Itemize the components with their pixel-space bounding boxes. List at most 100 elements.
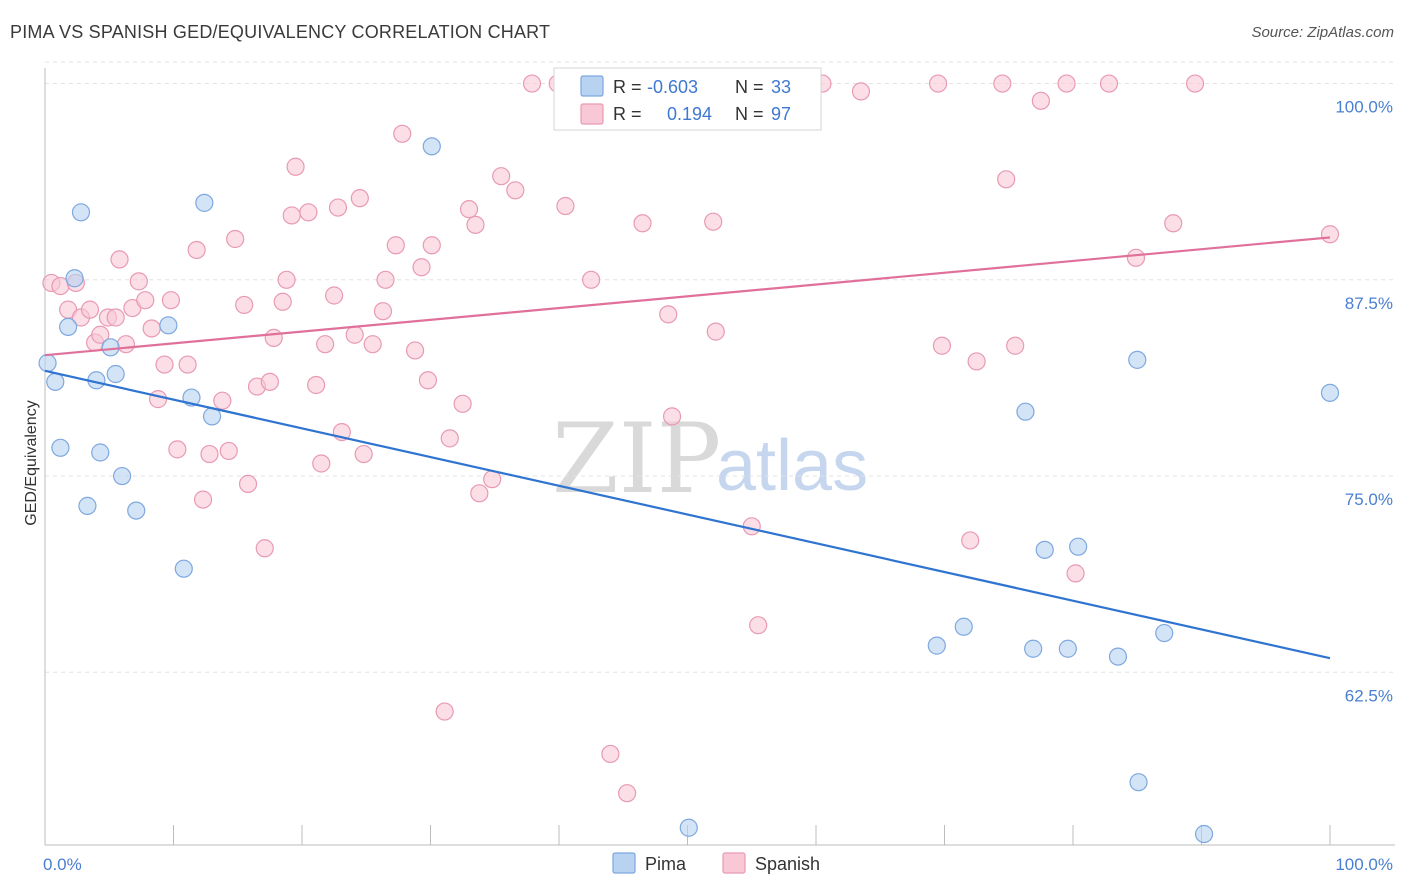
- series-pima: [38, 137, 1340, 844]
- y-axis-title: GED/Equivalency: [23, 400, 40, 525]
- spanish-point-84: [961, 531, 980, 550]
- spanish-point-9: [106, 308, 125, 327]
- spanish-point-49: [376, 270, 395, 289]
- spanish-point-36: [286, 157, 305, 176]
- series-spanish: [42, 74, 1340, 803]
- spanish-point-40: [316, 335, 335, 354]
- spanish-point-7: [91, 325, 110, 344]
- spanish-point-93: [1126, 248, 1146, 267]
- pima-point-0: [38, 353, 57, 373]
- spanish-point-60: [466, 215, 485, 234]
- spanish-point-94: [1164, 214, 1183, 233]
- spanish-point-20: [178, 355, 197, 374]
- legend-r-value-spanish: 0.194: [662, 104, 712, 124]
- pima-point-3: [59, 317, 78, 336]
- spanish-point-76: [706, 322, 725, 341]
- pima-point-18: [422, 137, 441, 156]
- spanish-point-64: [506, 181, 525, 200]
- watermark-atlas: atlas: [716, 426, 868, 506]
- spanish-point-28: [238, 474, 258, 493]
- pima-point-28: [1128, 350, 1147, 369]
- pima-point-16: [195, 193, 214, 212]
- pima-point-9: [101, 338, 120, 357]
- spanish-point-38: [307, 375, 326, 395]
- spanish-point-70: [618, 784, 637, 803]
- legend-swatch-spanish: [580, 103, 604, 125]
- y-tick-label-1: 75.0%: [1345, 490, 1393, 509]
- spanish-point-87: [997, 170, 1016, 189]
- spanish-point-90: [1057, 74, 1076, 93]
- pima-point-13: [159, 316, 178, 335]
- pima-trend-line: [44, 369, 1331, 660]
- spanish-point-61: [470, 484, 489, 503]
- spanish-point-47: [363, 335, 382, 354]
- pima-point-29: [1129, 773, 1148, 792]
- legend-n-label-pima: N =: [735, 77, 764, 97]
- spanish-point-68: [582, 270, 601, 289]
- spanish-point-69: [601, 744, 620, 764]
- spanish-point-24: [213, 391, 232, 410]
- legend-n-label-spanish: N =: [735, 104, 764, 124]
- pima-point-12: [127, 501, 146, 520]
- pima-point-32: [1320, 383, 1340, 402]
- spanish-point-39: [312, 454, 331, 473]
- spanish-point-53: [412, 258, 431, 277]
- spanish-point-78: [749, 616, 768, 635]
- spanish-point-52: [405, 341, 425, 360]
- spanish-point-86: [993, 74, 1012, 93]
- pima-point-25: [1058, 639, 1077, 658]
- legend-n-value-spanish: 97: [771, 104, 791, 124]
- spanish-point-42: [328, 198, 348, 217]
- spanish-point-81: [851, 82, 871, 101]
- spanish-point-58: [453, 394, 472, 413]
- spanish-point-65: [522, 74, 542, 93]
- spanish-point-88: [1006, 336, 1025, 355]
- pima-point-11: [112, 466, 132, 486]
- legend-r-label-pima: R =: [613, 77, 642, 97]
- spanish-point-21: [187, 240, 206, 260]
- pima-point-23: [1024, 639, 1043, 658]
- x-tick-label-0: 0.0%: [43, 855, 82, 874]
- spanish-point-73: [662, 407, 682, 426]
- spanish-point-96: [1320, 225, 1340, 244]
- pima-point-26: [1069, 537, 1088, 556]
- spanish-point-35: [282, 206, 301, 225]
- pima-point-19: [679, 818, 698, 837]
- spanish-point-72: [659, 305, 678, 324]
- x-tick-label-1: 100.0%: [1335, 855, 1393, 874]
- pima-point-27: [1108, 647, 1128, 666]
- pima-point-10: [106, 364, 125, 384]
- spanish-point-57: [440, 429, 459, 448]
- spanish-point-30: [255, 539, 274, 558]
- spanish-point-14: [136, 291, 155, 310]
- y-tick-label-2: 87.5%: [1345, 294, 1393, 313]
- legend-swatch-pima: [580, 75, 604, 97]
- pima-point-31: [1194, 824, 1214, 844]
- chart-title: PIMA VS SPANISH GED/EQUIVALENCY CORRELAT…: [10, 22, 551, 42]
- spanish-point-51: [393, 124, 412, 143]
- spanish-point-95: [1185, 74, 1205, 93]
- spanish-point-17: [155, 355, 174, 374]
- spanish-point-89: [1031, 91, 1050, 110]
- legend-r-value-pima: -0.603: [647, 77, 698, 97]
- pima-point-24: [1035, 540, 1054, 559]
- spanish-point-16: [148, 390, 168, 409]
- spanish-point-44: [345, 325, 364, 344]
- bottom-legend-label-pima: Pima: [645, 854, 687, 874]
- spanish-point-54: [418, 371, 438, 390]
- bottom-legend-label-spanish: Spanish: [755, 854, 820, 874]
- legend-n-value-pima: 33: [771, 77, 791, 97]
- spanish-point-56: [435, 702, 454, 721]
- spanish-point-71: [633, 214, 652, 233]
- spanish-point-31: [260, 372, 279, 391]
- spanish-point-45: [350, 189, 369, 208]
- pima-point-20: [927, 636, 946, 655]
- spanish-point-82: [928, 74, 948, 93]
- spanish-point-59: [459, 200, 479, 219]
- trend-lines: [44, 236, 1331, 660]
- grid-lines: [45, 61, 1395, 673]
- spanish-point-5: [80, 300, 100, 319]
- source-credit: Source: ZipAtlas.com: [1251, 24, 1394, 41]
- spanish-point-92: [1099, 74, 1119, 93]
